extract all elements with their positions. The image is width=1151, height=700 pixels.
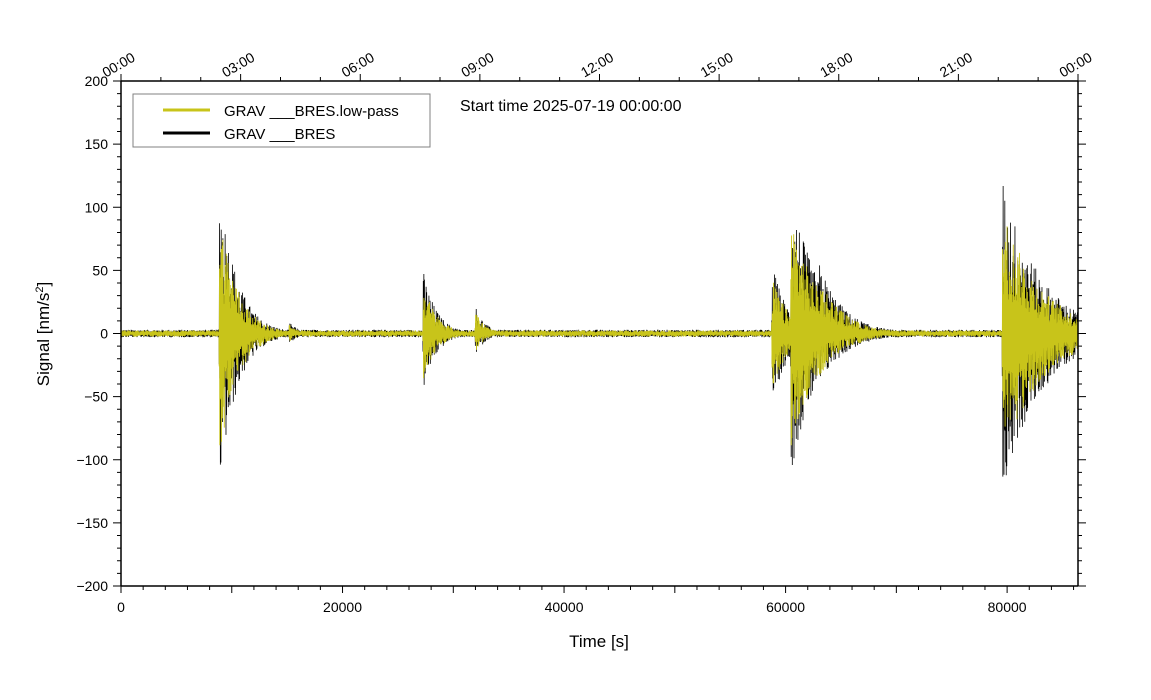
- top-time-tick-label: 21:00: [937, 49, 976, 80]
- tick-marks: [113, 74, 1086, 593]
- top-time-tick-label: 03:00: [219, 49, 258, 80]
- top-time-tick-label: 06:00: [339, 49, 378, 80]
- top-time-tick-label: 15:00: [697, 49, 736, 80]
- x-tick-label: 40000: [545, 599, 584, 615]
- signal-traces: [120, 185, 1079, 477]
- y-tick-label: 0: [100, 326, 108, 342]
- y-tick-label: 200: [85, 73, 109, 89]
- top-time-tick-label: 18:00: [817, 49, 856, 80]
- x-tick-label: 80000: [988, 599, 1027, 615]
- y-tick-label: −100: [76, 452, 108, 468]
- y-axis-title: Signal [nm/s2]: [34, 282, 53, 386]
- legend: GRAV ___BRES.low-pass GRAV ___BRES: [132, 93, 431, 148]
- y-tick-label: −150: [76, 515, 108, 531]
- y-axis-title-tail: ]: [34, 282, 53, 287]
- x-tick-label: 20000: [323, 599, 362, 615]
- top-time-tick-label: 00:00: [1056, 49, 1095, 80]
- y-axis-title-superscript: 2: [34, 287, 46, 293]
- y-tick-label: 50: [92, 262, 108, 278]
- legend-label-low-pass: GRAV ___BRES.low-pass: [224, 103, 399, 120]
- y-tick-label: −50: [84, 389, 108, 405]
- start-time-annotation: Start time 2025-07-19 00:00:00: [460, 98, 682, 115]
- top-time-tick-label: 00:00: [99, 49, 138, 80]
- y-tick-label: 100: [85, 199, 109, 215]
- y-axis-title-main: Signal [nm/s: [34, 293, 53, 387]
- series-line-low-pass: [120, 226, 1079, 446]
- x-axis-title: Time [s]: [569, 632, 629, 651]
- x-tick-label: 0: [117, 599, 125, 615]
- top-time-tick-label: 12:00: [578, 49, 617, 80]
- y-tick-label: −200: [76, 578, 108, 594]
- x-tick-label: 60000: [766, 599, 805, 615]
- legend-box: [132, 93, 431, 148]
- top-time-tick-label: 09:00: [458, 49, 497, 80]
- legend-label-raw: GRAV ___BRES: [224, 126, 335, 143]
- y-tick-label: 150: [85, 136, 109, 152]
